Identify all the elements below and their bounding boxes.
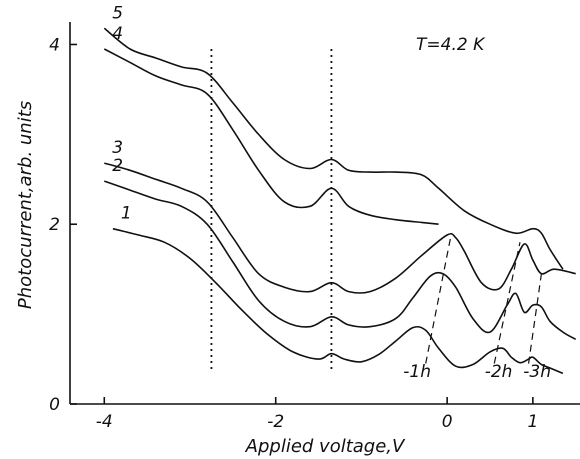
y-axis-label: Photocurrent,arb. units: [15, 101, 36, 309]
y-ticks: 0 2 4: [49, 35, 77, 415]
peak-guide-line: [493, 242, 521, 364]
peak-label: -3h: [523, 362, 551, 382]
y-tick-label: 4: [49, 35, 60, 55]
axes: [69, 22, 580, 405]
series-3-label: 3: [112, 138, 123, 158]
x-ticks: -4 -2 0 1: [96, 397, 538, 432]
peak-guide-line: [527, 273, 543, 364]
x-tick-label: 1: [527, 412, 538, 432]
y-tick-label: 0: [49, 395, 60, 415]
series-curves: [103, 27, 577, 375]
series-4-label: 4: [112, 24, 123, 44]
x-tick-label: 0: [442, 412, 453, 432]
temperature-annotation: T=4.2 K: [416, 35, 486, 55]
peak-guide-line: [425, 233, 453, 364]
series-1-line: [112, 227, 564, 375]
series-2-label: 2: [112, 156, 123, 176]
series-5-line: [103, 27, 564, 270]
peak-label: -1h: [403, 362, 431, 382]
y-tick-label: 2: [49, 215, 60, 235]
guide-lines: [210, 48, 543, 373]
series-3-line: [104, 162, 576, 294]
x-tick-label: -4: [96, 412, 113, 432]
peak-labels: -1h -2h -3h: [403, 362, 551, 382]
x-axis-label: Applied voltage,V: [245, 436, 406, 457]
series-2-line: [104, 180, 577, 340]
peak-label: -2h: [485, 362, 513, 382]
series-4-line: [103, 48, 439, 225]
series-1-label: 1: [121, 204, 132, 224]
series-labels: 1 23 45: [112, 3, 131, 223]
x-tick-label: -2: [267, 412, 284, 432]
series-5-label: 5: [112, 3, 123, 23]
